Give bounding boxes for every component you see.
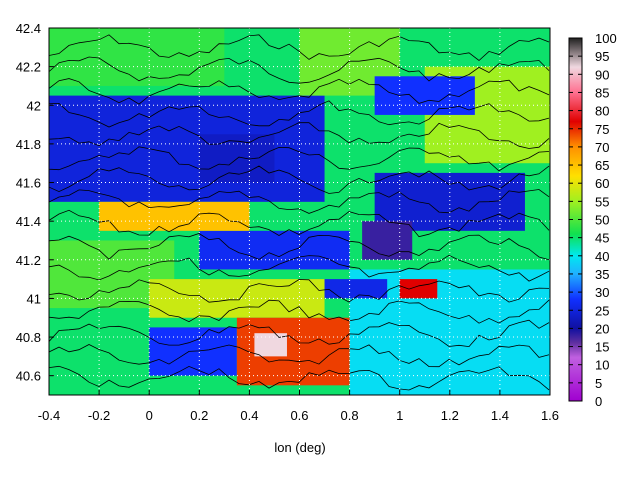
colorbar-tick-label: 30 (595, 285, 609, 300)
y-tick-label: 41 (27, 291, 41, 306)
y-axis-ticks: 40.6 40.8 41 41.2 41.4 41.6 41.8 42 42.2 42.4 (16, 21, 54, 384)
heatmap-cell (324, 279, 388, 299)
colorbar-tick-label: 5 (595, 376, 602, 391)
colorbar-tick-label: 60 (595, 176, 609, 191)
colorbar-tick-label: 45 (595, 231, 609, 246)
contour-line (49, 100, 550, 128)
x-tick-label: 0.8 (341, 408, 359, 423)
heatmap-cell (254, 333, 287, 357)
y-tick-label: 42 (27, 98, 41, 113)
colorbar-tick-label: 80 (595, 104, 609, 119)
colorbar-tick-label: 15 (595, 340, 609, 355)
colorbar-tick-label: 20 (595, 321, 609, 336)
contour-line (49, 146, 550, 172)
x-tick-label: 1.6 (541, 408, 559, 423)
contour-lines (49, 34, 550, 391)
colorbar-ticks: 0 5 10 15 20 25 30 35 40 45 50 55 60 65 70 75 80 85 90 95 10… (569, 31, 617, 409)
contour-line (49, 319, 550, 348)
heatmap-cell (374, 76, 475, 115)
colorbar-tick-label: 65 (595, 158, 609, 173)
contour-line (49, 344, 550, 368)
x-tick-label: 1 (396, 408, 403, 423)
colorbar-tick-label: 75 (595, 122, 609, 137)
y-tick-label: 41.4 (16, 214, 41, 229)
heatmap-cell (362, 221, 413, 260)
x-tick-label: 1.2 (441, 408, 459, 423)
contour-line (49, 78, 550, 105)
x-tick-label: 0 (146, 408, 153, 423)
colorbar-tick-label: 90 (595, 67, 609, 82)
x-tick-label: -0.4 (38, 408, 60, 423)
y-tick-label: 40.8 (16, 330, 41, 345)
colorbar-tick-label: 70 (595, 140, 609, 155)
contour-line (49, 279, 550, 303)
heatmap-cell (399, 279, 438, 299)
colorbar-tick-label: 25 (595, 303, 609, 318)
heatmap-cell (49, 95, 325, 202)
y-tick-label: 41.2 (16, 253, 41, 268)
x-tick-label: 0.6 (290, 408, 308, 423)
x-tick-label: 0.4 (240, 408, 258, 423)
contour-line (49, 365, 550, 391)
contour-line (49, 56, 550, 84)
heatmap-cell (49, 28, 225, 86)
colorbar-tick-label: 55 (595, 194, 609, 209)
x-axis-label: lon (deg) (274, 440, 325, 455)
colorbar-tick-label: 85 (595, 85, 609, 100)
y-tick-label: 41.8 (16, 137, 41, 152)
contour-line (49, 299, 550, 324)
contour-line (49, 122, 550, 149)
colorbar-tick-label: 95 (595, 49, 609, 64)
contour-line (49, 165, 550, 194)
y-tick-label: 41.6 (16, 176, 41, 191)
contour-line (49, 233, 550, 261)
heatmap-cell (199, 230, 350, 270)
x-tick-label: -0.2 (88, 408, 110, 423)
colorbar-tick-label: 0 (595, 394, 602, 409)
x-tick-label: 0.2 (190, 408, 208, 423)
colorbar-tick-label: 50 (595, 213, 609, 228)
y-tick-label: 42.2 (16, 60, 41, 75)
x-tick-label: 1.4 (491, 408, 509, 423)
contour-line (49, 189, 550, 214)
y-tick-label: 40.6 (16, 369, 41, 384)
y-tick-label: 42.4 (16, 21, 41, 36)
contour-line (49, 254, 550, 282)
colorbar-tick-label: 100 (595, 31, 617, 46)
x-axis-ticks: -0.4 -0.2 0 0.2 0.4 0.6 0.8 1 1.2 1.4 1.6 (38, 390, 559, 423)
colorbar-tick-label: 40 (595, 249, 609, 264)
colorbar-tick-label: 35 (595, 267, 609, 282)
colorbar-tick-label: 10 (595, 358, 609, 373)
contour-line (49, 34, 550, 62)
heatmap-cell (149, 279, 325, 318)
contour-line (49, 209, 550, 238)
